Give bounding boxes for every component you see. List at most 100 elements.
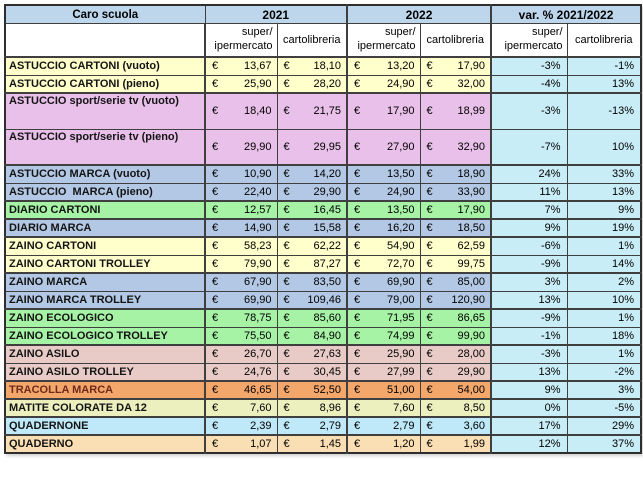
var-pct-cartolibreria: 13% xyxy=(566,74,642,94)
price-2022-cartolibreria: €54,00 xyxy=(419,380,492,400)
var-pct-super-ipermercato: 11% xyxy=(490,182,568,202)
euro-symbol: € xyxy=(283,329,290,342)
table-row: ASTUCCIO sport/serie tv (vuoto) €18,40 €21… xyxy=(4,92,642,130)
var-pct-super-ipermercato: -1% xyxy=(490,326,568,346)
price-value: 72,70 xyxy=(386,257,415,270)
row-label: ZAINO CARTONI xyxy=(4,236,206,256)
row-label: ZAINO ASILO xyxy=(4,344,206,364)
price-value: 52,50 xyxy=(313,384,342,396)
price-2021-cartolibreria: €28,20 xyxy=(276,74,348,94)
table-row: TRACOLLA MARCA €46,65 €52,50 €51,00 €54,00 9%… xyxy=(4,380,642,400)
price-value: 18,10 xyxy=(313,60,342,73)
price-value: 7,60 xyxy=(393,402,415,414)
var-pct-super-ipermercato: 17% xyxy=(490,416,568,436)
var-pct-super-ipermercato: 12% xyxy=(490,434,568,454)
price-2021-super-ipermercato: €2,39 xyxy=(204,416,278,436)
price-value: 71,95 xyxy=(386,312,415,325)
euro-symbol: € xyxy=(426,105,433,118)
price-2021-super-ipermercato: €10,90 xyxy=(204,164,278,184)
price-2021-super-ipermercato: €75,50 xyxy=(204,326,278,346)
price-value: 21,75 xyxy=(313,105,342,118)
price-value: 32,00 xyxy=(457,77,486,90)
price-2021-super-ipermercato: €12,57 xyxy=(204,200,278,220)
row-label: ASTUCCIO sport/serie tv (vuoto) xyxy=(4,92,206,130)
euro-symbol: € xyxy=(354,222,361,234)
var-pct-cartolibreria: 9% xyxy=(566,200,642,220)
row-label: ZAINO ECOLOGICO TROLLEY xyxy=(4,326,206,346)
price-value: 1,07 xyxy=(250,438,272,450)
price-2022-cartolibreria: €85,00 xyxy=(419,272,492,292)
row-label: ASTUCCIO MARCA (pieno) xyxy=(4,182,206,202)
price-2021-super-ipermercato: €13,67 xyxy=(204,56,278,76)
euro-symbol: € xyxy=(283,365,290,378)
price-2021-super-ipermercato: €7,60 xyxy=(204,398,278,418)
euro-symbol: € xyxy=(212,276,219,289)
blank-header-cell xyxy=(4,23,206,58)
var-pct-cartolibreria: 13% xyxy=(566,182,642,202)
price-value: 18,90 xyxy=(457,168,486,181)
price-2021-super-ipermercato: €69,90 xyxy=(204,290,278,310)
price-2021-super-ipermercato: €18,40 xyxy=(204,92,278,130)
price-2021-cartolibreria: €62,22 xyxy=(276,236,348,256)
price-2022-super-ipermercato: €27,90 xyxy=(346,128,421,166)
price-2022-super-ipermercato: €74,99 xyxy=(346,326,421,346)
price-value: 17,90 xyxy=(457,204,486,216)
row-label: ZAINO MARCA TROLLEY xyxy=(4,290,206,310)
price-value: 30,45 xyxy=(313,365,342,378)
row-label: DIARIO MARCA xyxy=(4,218,206,238)
price-2022-cartolibreria: €99,75 xyxy=(419,254,492,274)
price-value: 74,99 xyxy=(386,329,415,342)
subheader-2021-cartolibreria: cartolibreria xyxy=(276,23,348,58)
price-value: 46,65 xyxy=(243,384,272,396)
price-value: 8,96 xyxy=(319,402,342,414)
price-2022-cartolibreria: €86,65 xyxy=(419,308,492,328)
price-value: 62,59 xyxy=(457,240,486,253)
col-group-2021: 2021 xyxy=(204,4,348,24)
var-pct-cartolibreria: 1% xyxy=(566,308,642,328)
table-header: Caro scuola 2021 2022 var. % 2021/2022 s… xyxy=(4,4,642,58)
euro-symbol: € xyxy=(426,329,433,342)
price-value: 17,90 xyxy=(457,60,486,73)
row-label: QUADERNONE xyxy=(4,416,206,436)
price-value: 99,90 xyxy=(457,329,486,342)
price-2021-cartolibreria: €18,10 xyxy=(276,56,348,76)
euro-symbol: € xyxy=(354,312,361,325)
table-row: ZAINO ASILO TROLLEY €24,76 €30,45 €27,99 €29… xyxy=(4,362,642,382)
euro-symbol: € xyxy=(354,185,361,198)
euro-symbol: € xyxy=(426,365,433,378)
euro-symbol: € xyxy=(426,240,433,253)
price-2022-cartolibreria: €99,90 xyxy=(419,326,492,346)
var-pct-cartolibreria: 2% xyxy=(566,272,642,292)
price-2021-super-ipermercato: €26,70 xyxy=(204,344,278,364)
table-row: ZAINO MARCA €67,90 €83,50 €69,90 €85,00 3% 2% xyxy=(4,272,642,292)
euro-symbol: € xyxy=(426,168,433,181)
euro-symbol: € xyxy=(283,384,290,396)
euro-symbol: € xyxy=(354,402,361,414)
euro-symbol: € xyxy=(283,240,290,253)
price-value: 78,75 xyxy=(243,312,272,325)
table-title: Caro scuola xyxy=(4,4,206,24)
price-2021-cartolibreria: €14,20 xyxy=(276,164,348,184)
price-2021-cartolibreria: €15,58 xyxy=(276,218,348,238)
euro-symbol: € xyxy=(212,222,219,234)
var-pct-super-ipermercato: -9% xyxy=(490,254,568,274)
price-value: 1,20 xyxy=(393,438,415,450)
price-2022-super-ipermercato: €79,00 xyxy=(346,290,421,310)
var-pct-super-ipermercato: 24% xyxy=(490,164,568,184)
table-row: QUADERNO €1,07 €1,45 €1,20 €1,99 12% 37% xyxy=(4,434,642,454)
price-2021-cartolibreria: €52,50 xyxy=(276,380,348,400)
price-value: 3,60 xyxy=(463,420,486,432)
euro-symbol: € xyxy=(354,329,361,342)
price-2022-super-ipermercato: €13,50 xyxy=(346,164,421,184)
price-value: 12,57 xyxy=(243,204,272,216)
euro-symbol: € xyxy=(426,60,433,73)
price-value: 24,76 xyxy=(243,365,272,378)
table-row: ASTUCCIO sport/serie tv (pieno) €29,90 €29… xyxy=(4,128,642,166)
price-2022-super-ipermercato: €17,90 xyxy=(346,92,421,130)
euro-symbol: € xyxy=(426,420,433,432)
var-pct-cartolibreria: 10% xyxy=(566,128,642,166)
price-value: 26,70 xyxy=(243,348,272,361)
euro-symbol: € xyxy=(212,105,219,118)
euro-symbol: € xyxy=(426,222,433,234)
price-2021-cartolibreria: €1,45 xyxy=(276,434,348,454)
